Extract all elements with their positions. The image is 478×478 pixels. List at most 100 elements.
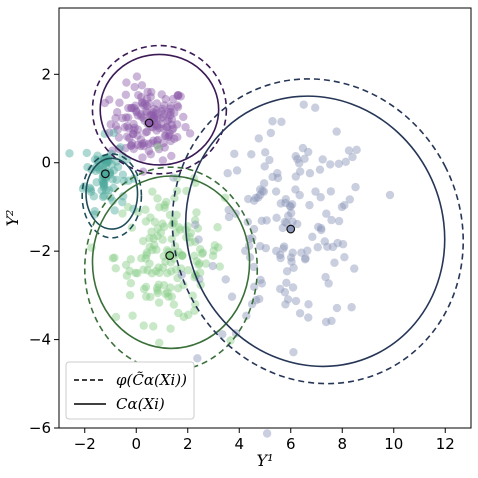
data-point xyxy=(139,321,148,330)
confidence-ellipse-solid xyxy=(99,53,220,166)
data-point xyxy=(304,313,313,322)
data-point xyxy=(146,111,155,120)
data-point xyxy=(172,210,181,220)
data-point xyxy=(120,123,129,132)
data-point xyxy=(164,115,173,124)
data-point xyxy=(169,173,178,182)
data-point xyxy=(122,271,132,280)
data-point xyxy=(130,82,139,92)
data-point xyxy=(174,91,183,100)
data-point xyxy=(161,131,170,141)
data-point xyxy=(163,288,172,297)
y-tick-label: 0 xyxy=(41,154,51,172)
data-point xyxy=(127,139,137,148)
data-point xyxy=(142,248,152,257)
data-point xyxy=(158,263,168,272)
data-point xyxy=(121,113,131,122)
data-point xyxy=(163,116,172,125)
data-point xyxy=(100,179,109,189)
data-point xyxy=(138,100,148,110)
data-point xyxy=(136,135,146,144)
data-point xyxy=(173,102,183,112)
data-point xyxy=(163,123,172,132)
data-point xyxy=(164,132,173,142)
data-point xyxy=(173,273,182,283)
data-point xyxy=(158,156,168,165)
data-point xyxy=(159,222,169,231)
data-point xyxy=(293,155,302,164)
data-point xyxy=(146,213,155,222)
y-tick-label: 2 xyxy=(41,65,51,83)
data-point xyxy=(254,193,263,202)
data-point xyxy=(172,186,182,196)
data-point xyxy=(115,98,124,107)
data-point xyxy=(127,141,136,150)
data-point xyxy=(137,97,147,107)
data-point xyxy=(174,308,183,318)
data-point xyxy=(160,200,169,210)
center-layer xyxy=(100,118,296,260)
data-point xyxy=(175,225,185,234)
data-point xyxy=(170,134,179,144)
data-point xyxy=(261,148,270,157)
data-point xyxy=(149,104,159,114)
data-point xyxy=(295,159,304,168)
data-point xyxy=(139,139,149,148)
data-point xyxy=(332,303,342,313)
data-point xyxy=(82,148,92,158)
data-point xyxy=(153,288,162,298)
data-point xyxy=(123,202,133,212)
data-point xyxy=(194,260,203,270)
data-point xyxy=(338,240,348,249)
data-point xyxy=(221,275,230,284)
data-point xyxy=(148,187,157,196)
confidence-ellipse-dashed xyxy=(81,153,143,239)
data-point xyxy=(304,300,313,309)
data-point xyxy=(271,187,281,196)
data-point xyxy=(337,202,347,212)
x-tick-label: 10 xyxy=(384,435,403,453)
y-tick-label: −2 xyxy=(29,242,51,260)
data-point xyxy=(138,139,147,149)
data-point xyxy=(133,125,143,134)
data-point xyxy=(102,158,111,167)
data-point xyxy=(152,136,162,145)
data-point xyxy=(163,268,172,278)
data-point xyxy=(213,223,222,232)
data-point xyxy=(118,209,127,218)
data-point xyxy=(345,195,354,204)
data-point xyxy=(155,124,164,133)
data-point xyxy=(141,128,150,137)
data-point xyxy=(301,254,310,263)
data-point xyxy=(155,338,164,348)
data-point xyxy=(111,121,121,130)
data-point xyxy=(194,235,203,244)
data-point xyxy=(293,219,302,229)
data-point xyxy=(128,311,137,320)
data-point xyxy=(281,300,290,309)
data-point xyxy=(146,110,156,120)
data-point xyxy=(280,288,290,297)
data-point xyxy=(121,90,131,99)
data-point xyxy=(151,109,160,118)
data-point xyxy=(251,193,261,203)
data-point xyxy=(157,106,166,116)
data-point xyxy=(131,268,140,278)
data-point xyxy=(210,241,219,250)
data-point xyxy=(129,129,138,139)
confidence-ellipse-dashed xyxy=(83,166,259,372)
data-point xyxy=(124,113,133,122)
data-point xyxy=(159,124,169,133)
data-point xyxy=(99,181,108,190)
data-point xyxy=(150,217,160,227)
data-point xyxy=(153,142,163,152)
x-tick-label: −2 xyxy=(74,435,96,453)
data-point xyxy=(193,224,203,233)
data-point xyxy=(168,94,178,104)
data-point xyxy=(214,243,223,252)
data-point xyxy=(241,246,250,256)
data-point xyxy=(174,90,183,100)
data-point xyxy=(281,198,290,208)
data-point xyxy=(185,232,194,242)
data-point xyxy=(93,151,102,160)
